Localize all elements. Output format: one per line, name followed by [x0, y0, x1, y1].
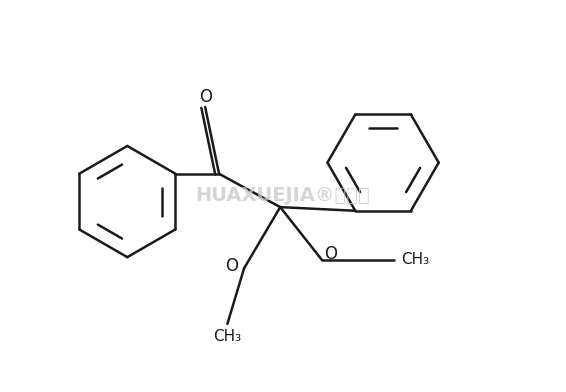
- Text: CH₃: CH₃: [213, 328, 242, 344]
- Text: O: O: [324, 245, 337, 263]
- Text: O: O: [199, 88, 212, 106]
- Text: O: O: [225, 256, 238, 274]
- Text: HUAXUEJIA®化学加: HUAXUEJIA®化学加: [196, 187, 370, 205]
- Text: CH₃: CH₃: [401, 252, 430, 267]
